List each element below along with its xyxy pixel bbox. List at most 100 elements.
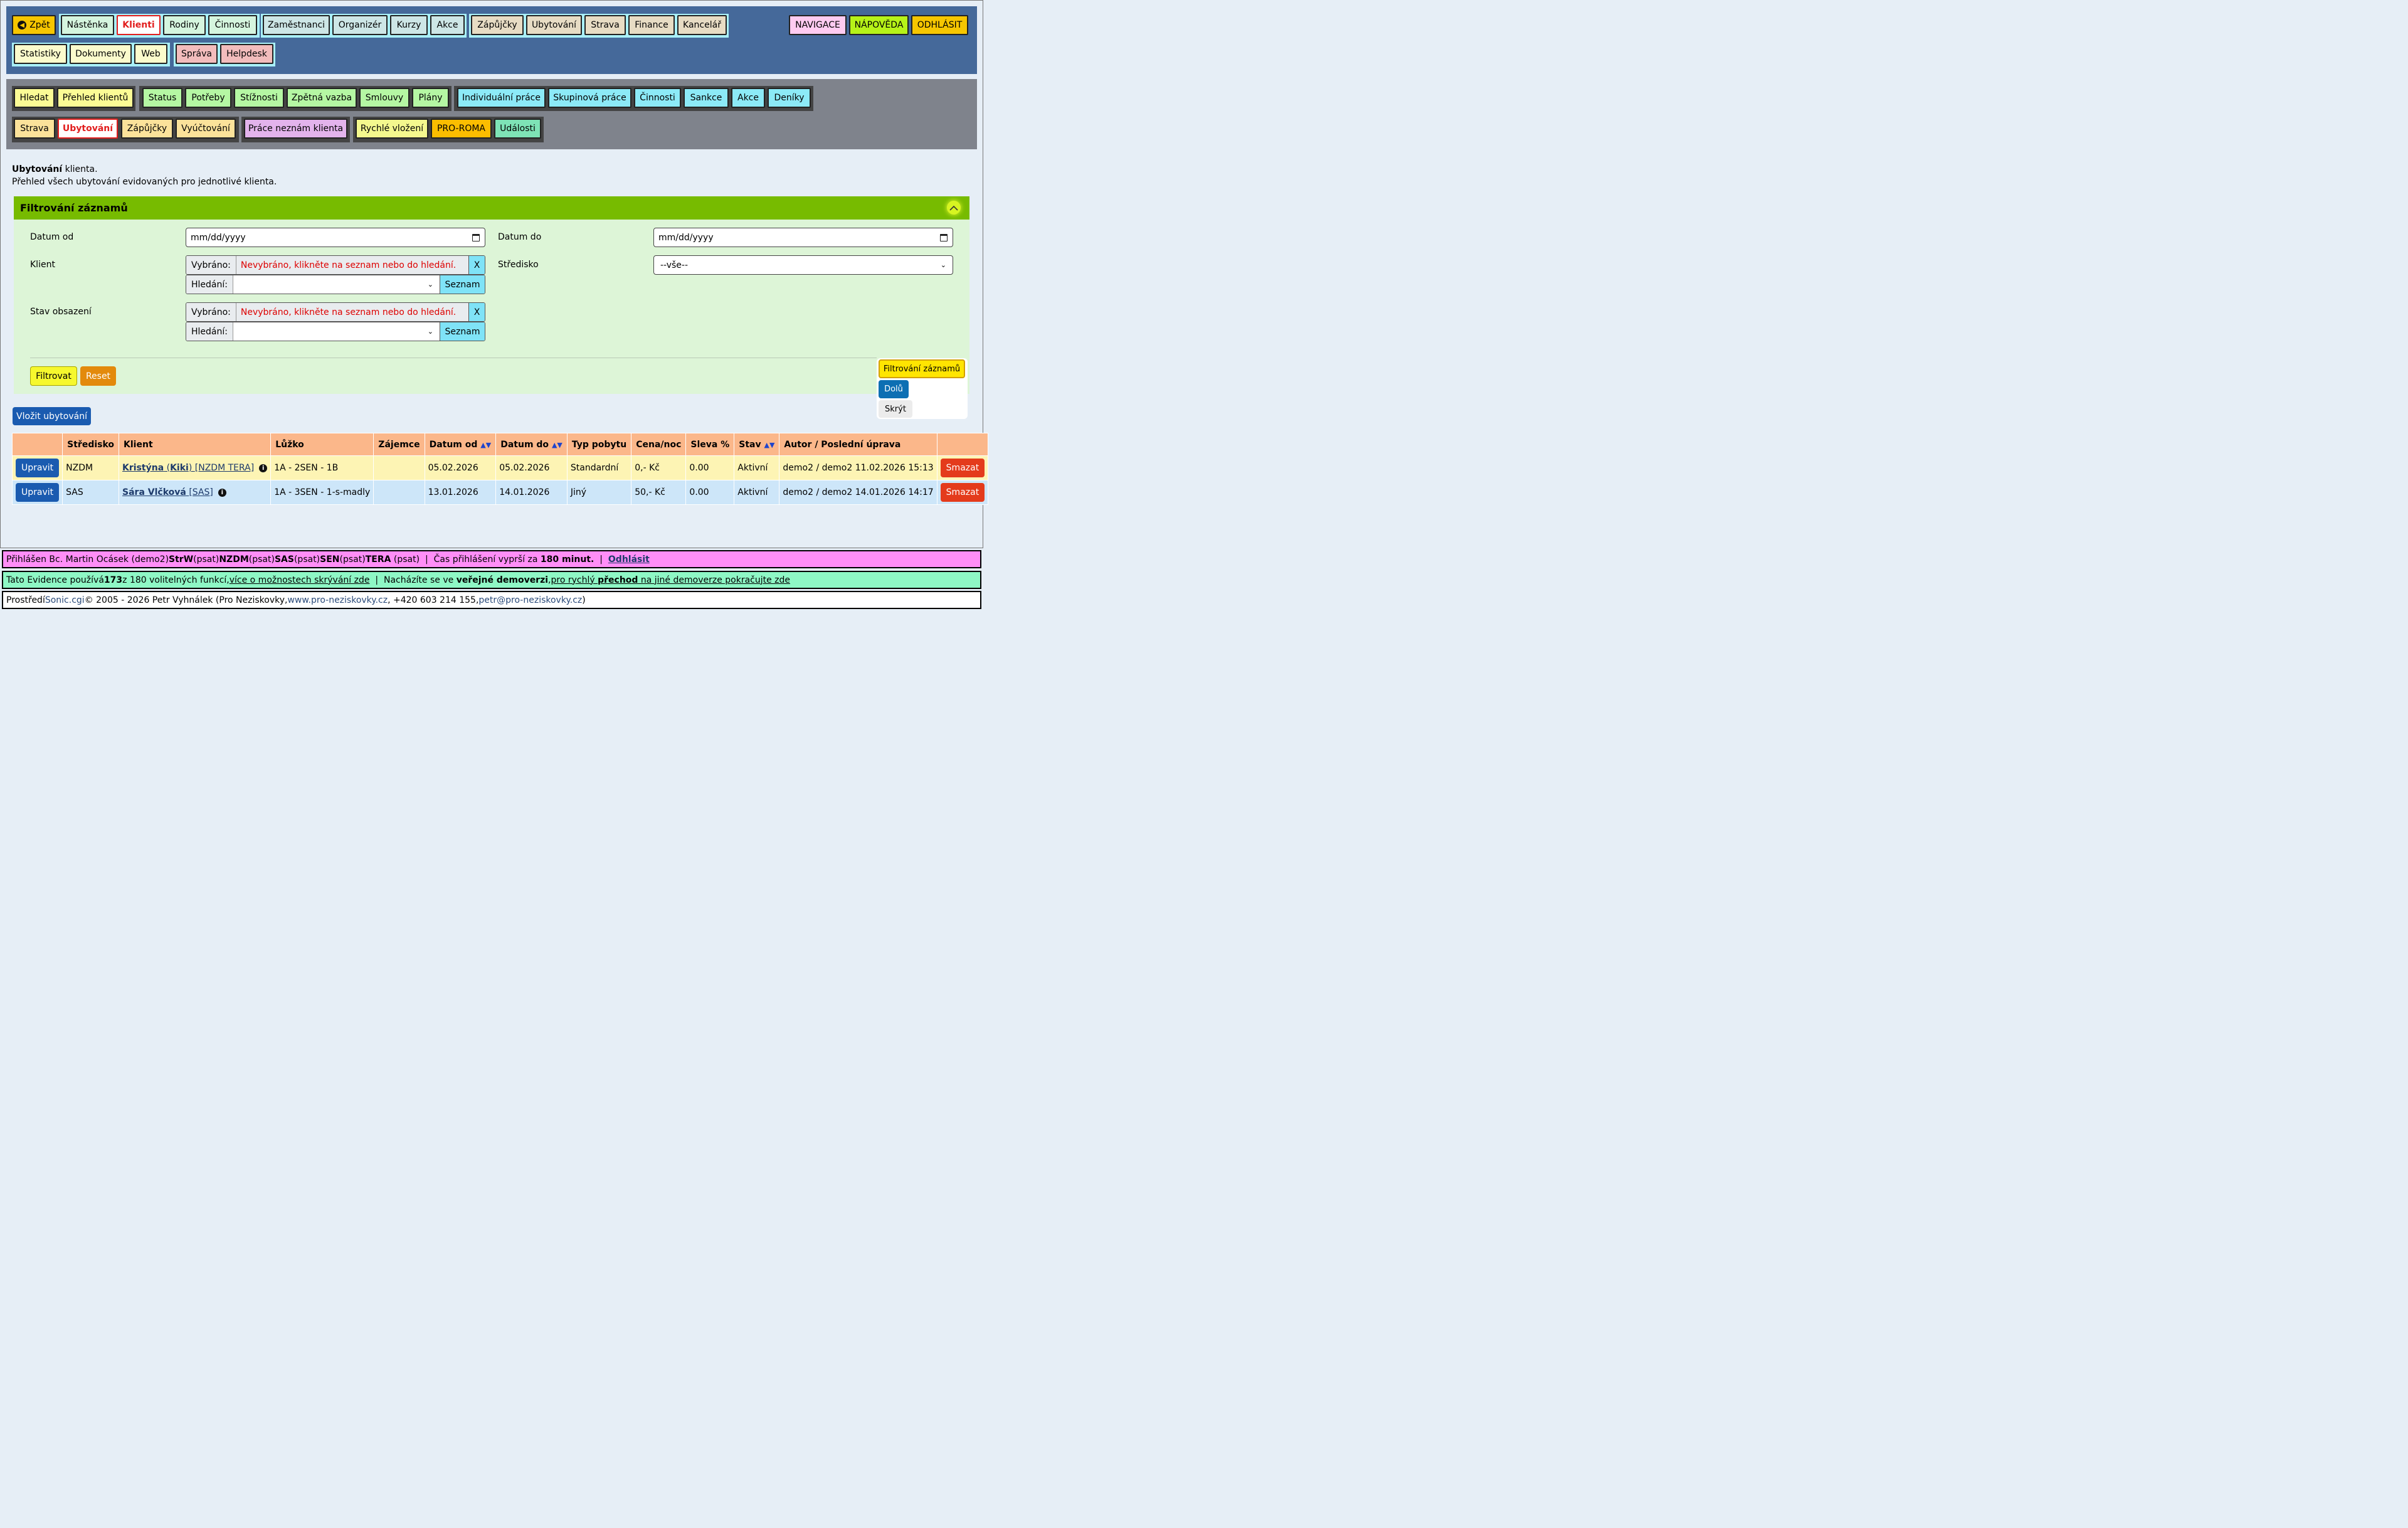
subnav-potreby[interactable]: Potřeby [185, 88, 231, 108]
calendar-icon[interactable] [472, 233, 480, 241]
cell-bed: 1A - 2SEN - 1B [270, 455, 374, 480]
subnav-stiznosti[interactable]: Stížnosti [234, 88, 284, 108]
website-link[interactable]: www.pro-neziskovky.cz [287, 595, 388, 605]
client-link[interactable]: Kristýna (Kiki) [NZDM TERA] [122, 463, 255, 473]
nav-dokumenty[interactable]: Dokumenty [70, 44, 132, 64]
sort-arrows-icon[interactable]: ▲▼ [764, 440, 775, 449]
collapse-chevron-icon[interactable] [947, 201, 961, 215]
subnav-smlouvy[interactable]: Smlouvy [359, 88, 409, 108]
demo-switch-link[interactable]: pro rychlý přechod na jiné demoverze pok… [551, 575, 791, 585]
date-from-input[interactable]: mm/dd/yyyy [186, 228, 485, 247]
filter-submit-button[interactable]: Filtrovat [30, 366, 77, 386]
navigation-button[interactable]: NAVIGACE [789, 15, 847, 35]
nav-strava[interactable]: Strava [584, 15, 626, 35]
client-link[interactable]: Sára Vlčková [SAS] [122, 487, 213, 497]
cell-author: demo2 / demo2 14.01.2026 14:17 [779, 480, 937, 505]
info-icon[interactable]: i [259, 464, 268, 472]
subnav-skupinova-prace[interactable]: Skupinová práce [548, 88, 631, 108]
occupancy-label: Stav obsazení [30, 307, 92, 317]
subnav-akce[interactable]: Akce [731, 88, 765, 108]
occupancy-search-input[interactable]: ⌄ [233, 322, 440, 341]
sort-arrows-icon[interactable]: ▲▼ [551, 440, 562, 449]
client-list-button[interactable]: Seznam [440, 275, 485, 294]
subnav-sankce[interactable]: Sankce [684, 88, 729, 108]
subnav-deniky[interactable]: Deníky [768, 88, 811, 108]
occupancy-selected-field: Vybráno: Nevybráno, klikněte na seznam n… [186, 302, 485, 322]
cell-author: demo2 / demo2 11.02.2026 15:13 [779, 455, 937, 480]
subnav-rychle-vlozeni[interactable]: Rychlé vložení [356, 119, 428, 139]
nav-sprava[interactable]: Správa [176, 44, 218, 64]
occupancy-list-button[interactable]: Seznam [440, 322, 485, 341]
nav-finance[interactable]: Finance [628, 15, 675, 35]
nav-statistiky[interactable]: Statistiky [14, 44, 67, 64]
nav-zapujcky[interactable]: Zápůjčky [471, 15, 524, 35]
header-stay-type: Typ pobytu [566, 433, 632, 456]
subnav-zapujcky[interactable]: Zápůjčky [121, 119, 173, 139]
subnav-plany[interactable]: Plány [412, 88, 449, 108]
table-row: Upravit NZDM Kristýna (Kiki) [NZDM TERA]… [11, 455, 989, 480]
subnav-cinnosti[interactable]: Činnosti [634, 88, 681, 108]
nav-kancelar[interactable]: Kancelář [677, 15, 727, 35]
nav-organizer[interactable]: Organizér [332, 15, 388, 35]
sort-arrows-icon[interactable]: ▲▼ [480, 440, 492, 449]
header-interested: Zájemce [373, 433, 425, 456]
header-state[interactable]: Stav ▲▼ [734, 433, 780, 456]
back-button[interactable]: ◀ Zpět [12, 15, 56, 35]
delete-button[interactable]: Smazat [940, 483, 985, 502]
header-date-from[interactable]: Datum od ▲▼ [424, 433, 497, 456]
edit-button[interactable]: Upravit [16, 483, 60, 502]
float-down-button[interactable]: Dolů [879, 380, 909, 398]
nav-cinnosti[interactable]: Činnosti [208, 15, 257, 35]
filter-reset-button[interactable]: Reset [80, 366, 116, 386]
hiding-options-link[interactable]: více o možnostech skrývání zde [229, 575, 370, 585]
subnav-vyuctovani[interactable]: Vyúčtování [176, 119, 236, 139]
nav-zamestnanci[interactable]: Zaměstnanci [263, 15, 330, 35]
filter-panel [14, 220, 969, 394]
nav-kurzy[interactable]: Kurzy [390, 15, 428, 35]
subnav-pro-roma[interactable]: PRO-ROMA [431, 119, 492, 139]
info-icon[interactable]: i [218, 488, 226, 497]
nav-rodiny[interactable]: Rodiny [163, 15, 206, 35]
subnav-individualni-prace[interactable]: Individuální práce [457, 88, 546, 108]
header-center: Středisko [62, 433, 120, 456]
delete-button[interactable]: Smazat [940, 459, 985, 477]
footer-logout-link[interactable]: Odhlásit [608, 554, 650, 565]
subnav-zpetna-vazba[interactable]: Zpětná vazba [287, 88, 357, 108]
client-clear-button[interactable]: X [468, 256, 485, 274]
nav-nastenka[interactable]: Nástěnka [61, 15, 114, 35]
date-to-input[interactable]: mm/dd/yyyy [653, 228, 953, 247]
nav-klienti[interactable]: Klienti [117, 15, 161, 35]
calendar-icon[interactable] [940, 233, 948, 241]
subnav-ubytovani[interactable]: Ubytování [58, 119, 118, 139]
client-search-input[interactable]: ⌄ [233, 275, 440, 294]
sonic-link[interactable]: Sonic.cgi [45, 595, 85, 605]
edit-button[interactable]: Upravit [16, 459, 60, 477]
subnav-prace-neznam-klienta[interactable]: Práce neznám klienta [244, 119, 347, 139]
float-filter-button[interactable]: Filtrování záznamů [879, 359, 965, 378]
subnav-prehled-klientu[interactable]: Přehled klientů [57, 88, 134, 108]
subnav-strava[interactable]: Strava [14, 119, 55, 139]
cell-interested [373, 480, 425, 505]
header-date-to[interactable]: Datum do ▲▼ [495, 433, 568, 456]
insert-accommodation-button[interactable]: Vložit ubytování [13, 407, 91, 425]
nav-akce[interactable]: Akce [430, 15, 465, 35]
date-to-label: Datum do [498, 232, 542, 242]
occupancy-search-field: Hledání: ⌄ Seznam [186, 322, 485, 341]
email-link[interactable]: petr@pro-neziskovky.cz [478, 595, 583, 605]
chevron-down-icon: ⌄ [427, 327, 433, 336]
nav-web[interactable]: Web [134, 44, 167, 64]
filter-header[interactable]: Filtrování záznamů [14, 196, 969, 220]
center-label: Středisko [498, 260, 539, 270]
logout-button[interactable]: ODHLÁSIT [911, 15, 968, 35]
nav-helpdesk[interactable]: Helpdesk [220, 44, 273, 64]
float-hide-button[interactable]: Skrýt [879, 400, 912, 418]
occupancy-clear-button[interactable]: X [468, 303, 485, 321]
subnav-hledat[interactable]: Hledat [14, 88, 55, 108]
cell-stay-type: Standardní [566, 455, 632, 480]
nav-ubytovani[interactable]: Ubytování [526, 15, 582, 35]
subnav-udalosti[interactable]: Události [494, 119, 541, 139]
center-select[interactable]: --vše-- ⌄ [653, 255, 953, 275]
help-button[interactable]: NÁPOVĚDA [849, 15, 909, 35]
subnav-status[interactable]: Status [142, 88, 182, 108]
cell-date-to: 05.02.2026 [495, 455, 568, 480]
